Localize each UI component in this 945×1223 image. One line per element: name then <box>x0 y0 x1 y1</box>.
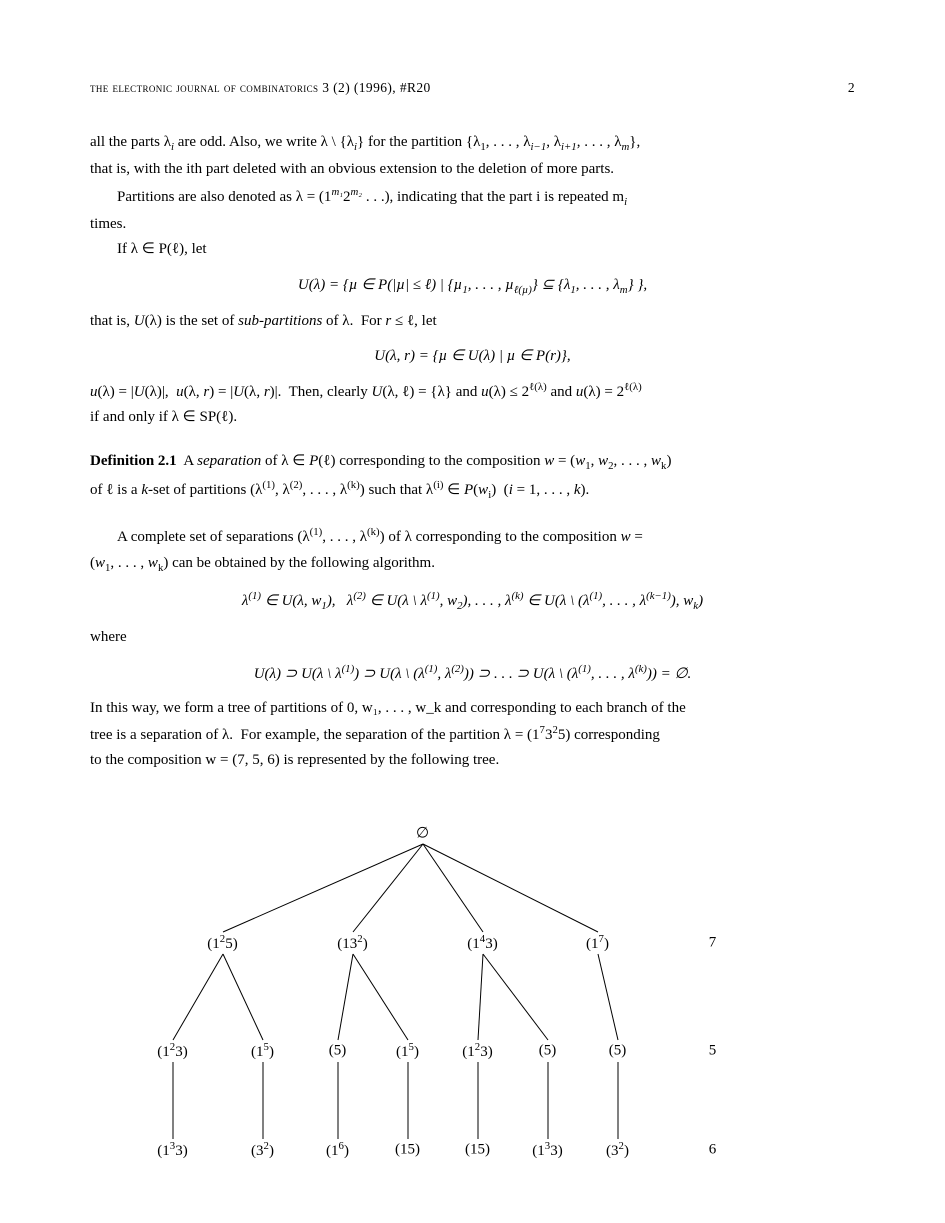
tree-node: (16) <box>324 1140 351 1160</box>
para-1-line-2: that is, with the ith part deleted with … <box>90 159 855 180</box>
tree-node: (32) <box>604 1140 631 1160</box>
running-head: the electronic journal of combinatorics … <box>90 80 855 96</box>
para-5-line-1: u(λ) = |U(λ)|, u(λ, r) = |U(λ, r)|. Then… <box>90 380 855 403</box>
definition-2-1-line-1: Definition 2.1 A separation of λ ∈ P(ℓ) … <box>90 451 855 474</box>
definition-2-1-line-2: of ℓ is a k-set of partitions (λ(1), λ(2… <box>90 478 855 503</box>
running-head-vol: 3 (2) (1996), #R20 <box>322 80 430 95</box>
tree-node: (15) <box>394 1041 421 1061</box>
para-7-line-1: In this way, we form a tree of partition… <box>90 698 855 719</box>
tree-node: 6 <box>707 1142 719 1159</box>
para-6-line-2: (w1, . . . , wk) can be obtained by the … <box>90 553 855 576</box>
tree-node: 7 <box>707 935 719 952</box>
tree-node: (17) <box>584 933 611 953</box>
para-5-line-2: if and only if λ ∈ SP(ℓ). <box>90 407 855 428</box>
equation-3: λ(1) ∈ U(λ, w1), λ(2) ∈ U(λ \ λ(1), w2),… <box>90 588 855 615</box>
tree-node: (15) <box>393 1142 422 1159</box>
para-4: that is, U(λ) is the set of sub-partitio… <box>90 311 855 332</box>
tree-node: 5 <box>707 1043 719 1060</box>
tree-node: (5) <box>537 1043 559 1060</box>
partition-tree: ∅ (125) (132) (143) (17) 7 (123) (15) (5) (15) (12… <box>93 815 853 1175</box>
para-7-line-3: to the composition w = (7, 5, 6) is repr… <box>90 750 855 771</box>
tree-node: (32) <box>249 1140 276 1160</box>
page: the electronic journal of combinatorics … <box>0 0 945 1215</box>
equation-2: U(λ, r) = {µ ∈ U(λ) | µ ∈ P(r)}, <box>90 344 855 368</box>
equation-4: U(λ) ⊃ U(λ \ λ(1)) ⊃ U(λ \ (λ(1), λ(2)))… <box>90 661 855 686</box>
para-1-line-1: all the parts λi are odd. Also, we write… <box>90 132 855 155</box>
tree-node: (133) <box>155 1140 189 1160</box>
definition-heading: Definition 2.1 <box>90 453 177 469</box>
page-number: 2 <box>848 80 855 96</box>
tree-node: (125) <box>205 933 239 953</box>
tree-node: (123) <box>155 1041 189 1061</box>
tree-node: (15) <box>463 1142 492 1159</box>
tree-node: (5) <box>327 1043 349 1060</box>
tree-node: (5) <box>607 1043 629 1060</box>
tree-node: (133) <box>530 1140 564 1160</box>
para-7-line-2: tree is a separation of λ. For example, … <box>90 723 855 746</box>
para-3: If λ ∈ P(ℓ), let <box>90 239 855 260</box>
para-6-line-1: A complete set of separations (λ(1), . .… <box>90 525 855 548</box>
tree-node: (143) <box>465 933 499 953</box>
tree-node: (123) <box>460 1041 494 1061</box>
tree-edges <box>93 815 853 1175</box>
para-2-line-2: times. <box>90 214 855 235</box>
where: where <box>90 627 855 648</box>
running-head-left: the electronic journal of combinatorics … <box>90 80 431 96</box>
tree-node: (132) <box>335 933 369 953</box>
equation-1: U(λ) = {µ ∈ P(|µ| ≤ ℓ) | {µ1, . . . , µℓ… <box>90 273 855 299</box>
running-head-text: the electronic journal of combinatorics <box>90 80 322 95</box>
tree-node: ∅ <box>414 824 431 843</box>
tree-node: (15) <box>249 1041 276 1061</box>
para-2-line-1: Partitions are also denoted as λ = (1m₁2… <box>90 185 855 210</box>
